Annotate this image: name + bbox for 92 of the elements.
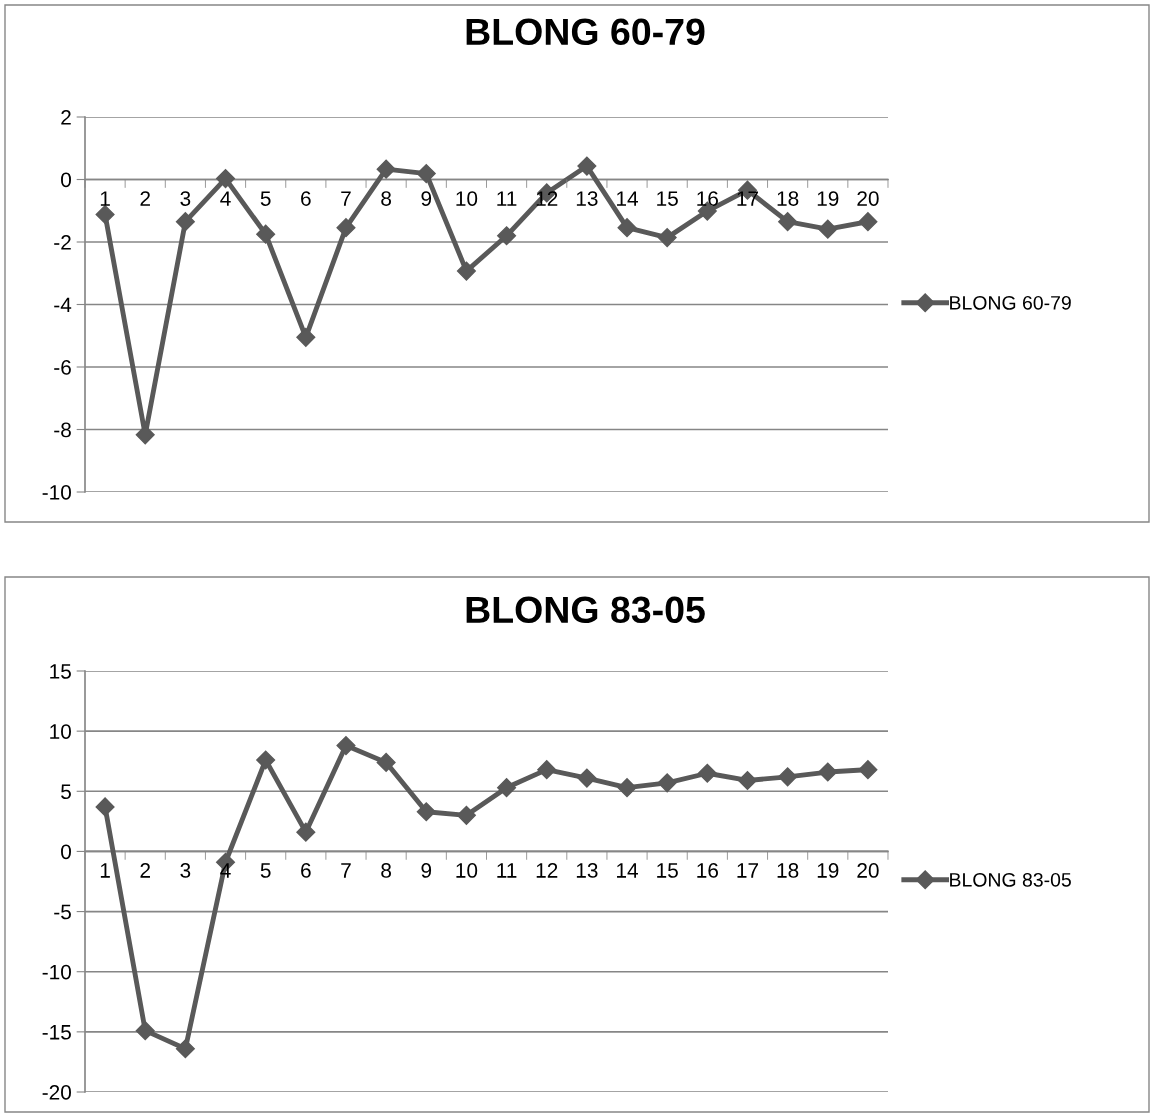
point [256, 750, 276, 770]
point [175, 212, 195, 232]
x-tick-label: 15 [657, 863, 678, 878]
point [577, 768, 597, 788]
x-tick-label: 6 [301, 863, 311, 878]
point [537, 760, 557, 780]
x-tick-label: 7 [341, 863, 351, 878]
point [577, 156, 597, 176]
point [215, 169, 236, 189]
chart-title: BLONG 83-05 [466, 596, 705, 624]
point [376, 159, 396, 179]
y-tick-label: 5 [61, 784, 71, 800]
x-tick-label: 2 [140, 863, 150, 878]
point [256, 224, 276, 244]
point [296, 327, 316, 347]
point [416, 164, 436, 184]
x-tick-label: 17 [737, 863, 759, 878]
y-tick-label: -8 [54, 422, 71, 438]
y-tick-label: -2 [54, 235, 71, 250]
point [858, 212, 878, 232]
y-tick-label: 15 [50, 664, 71, 679]
point [617, 778, 637, 798]
point [497, 778, 517, 798]
x-tick-label: 14 [617, 191, 638, 206]
x-tick-label: 16 [697, 191, 718, 206]
x-tick-label: 11 [497, 191, 517, 206]
x-tick-label: 19 [817, 191, 839, 206]
point [737, 770, 758, 790]
x-tick-label: 8 [381, 191, 392, 206]
x-tick-label: 19 [817, 863, 839, 878]
x-tick-label: 2 [140, 191, 150, 206]
y-tick-label: 10 [50, 724, 71, 739]
point [778, 212, 798, 232]
x-tick-label: 7 [341, 191, 351, 206]
point [858, 760, 878, 780]
y-tick-label: 2 [61, 110, 71, 125]
point [818, 219, 838, 239]
x-tick-label: 11 [497, 863, 517, 878]
point [497, 226, 517, 246]
point [135, 425, 155, 445]
point [657, 773, 677, 793]
point [818, 762, 838, 782]
x-tick-label: 3 [180, 863, 191, 878]
x-tick-label: 6 [301, 191, 311, 206]
y-tick-label: 0 [61, 844, 71, 860]
x-tick-label: 3 [180, 191, 191, 206]
x-tick-label: 1 [100, 863, 110, 878]
x-tick-label: 1 [100, 191, 110, 206]
point [336, 736, 356, 756]
point [617, 218, 637, 238]
x-tick-label: 16 [697, 863, 718, 878]
y-tick-label: -15 [42, 1025, 71, 1040]
point [778, 767, 798, 787]
x-tick-label: 13 [576, 191, 598, 206]
legend-label: BLONG 60-79 [950, 295, 1071, 310]
x-tick-label: 20 [857, 863, 879, 878]
x-tick-label: 8 [381, 863, 392, 878]
point [456, 805, 476, 825]
x-tick-label: 5 [260, 863, 271, 878]
y-tick-label: -5 [54, 904, 71, 920]
x-tick-label: 14 [617, 863, 638, 878]
x-tick-label: 20 [857, 191, 879, 206]
x-tick-label: 12 [536, 863, 558, 878]
point [416, 802, 436, 822]
point [697, 763, 717, 783]
point [95, 204, 115, 225]
x-tick-label: 4 [220, 191, 231, 206]
point [95, 797, 115, 817]
x-tick-label: 9 [421, 863, 432, 878]
x-tick-label: 5 [260, 191, 271, 206]
point [376, 752, 396, 772]
point [175, 1039, 195, 1059]
point [296, 822, 316, 842]
point [456, 261, 476, 281]
point [657, 228, 677, 248]
y-tick-label: -4 [54, 297, 72, 313]
x-tick-label: 10 [456, 863, 478, 878]
x-tick-label: 13 [576, 863, 598, 878]
y-tick-label: -10 [42, 485, 71, 500]
y-tick-label: -10 [42, 964, 71, 980]
chart-title: BLONG 60-79 [466, 18, 705, 46]
point [336, 218, 356, 238]
x-tick-label: 15 [657, 191, 678, 206]
y-tick-label: -6 [54, 360, 71, 375]
point [135, 1021, 155, 1041]
x-tick-label: 18 [777, 191, 799, 206]
x-tick-label: 9 [421, 191, 432, 206]
x-tick-label: 10 [456, 191, 478, 206]
legend-label: BLONG 83-05 [950, 872, 1071, 887]
x-tick-label: 18 [777, 863, 799, 878]
y-tick-label: -20 [42, 1085, 71, 1100]
y-tick-label: 0 [61, 172, 71, 188]
